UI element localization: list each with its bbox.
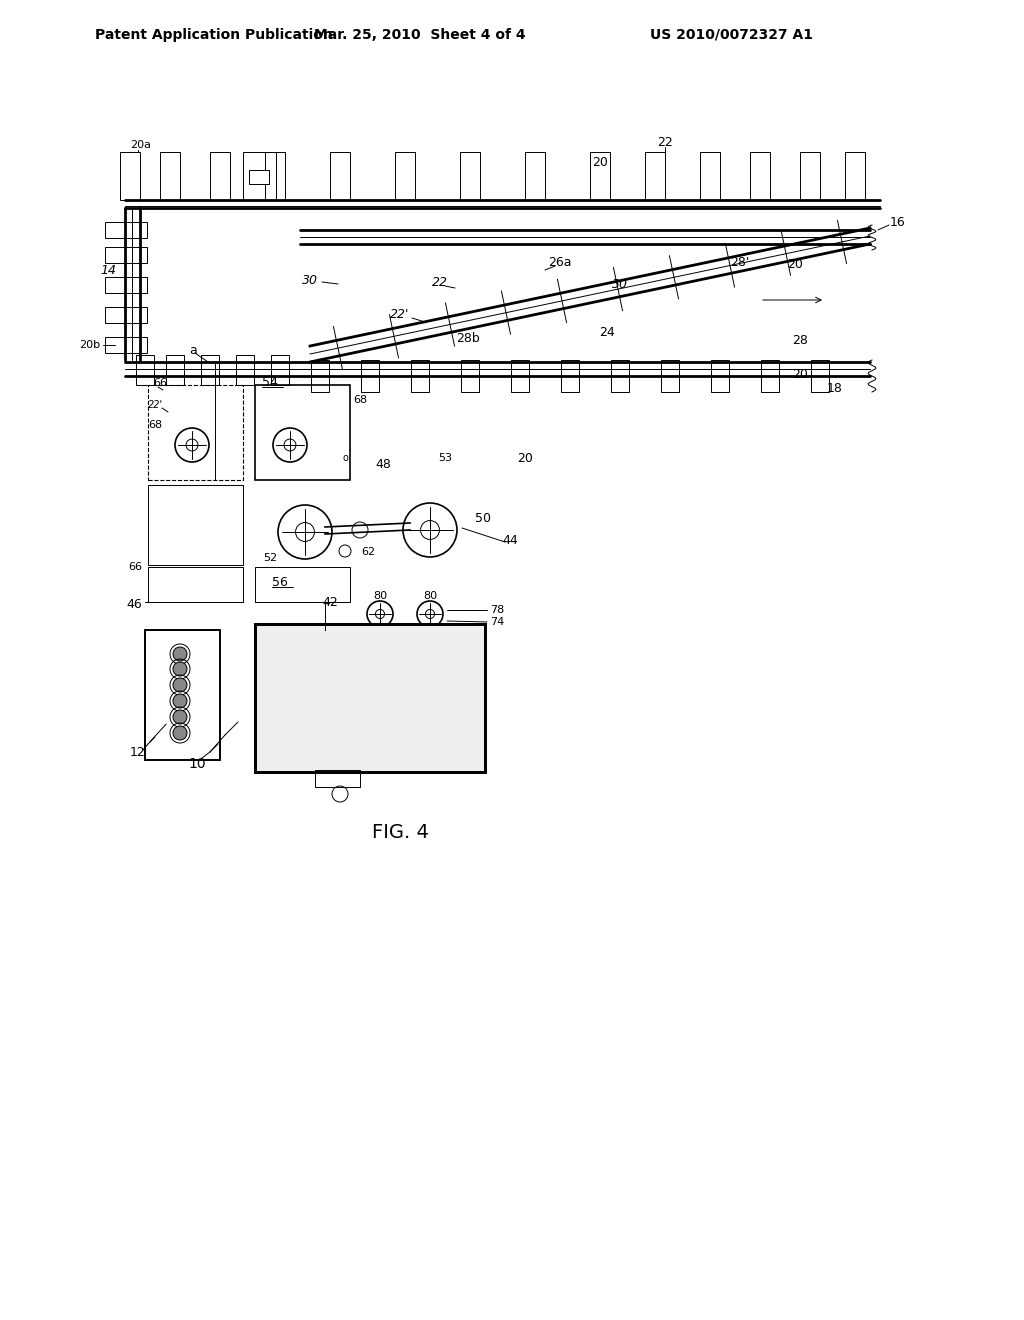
Bar [105,247,147,263]
Text: 30: 30 [612,279,628,292]
Text: 22': 22' [148,400,163,411]
Circle shape [173,710,187,723]
Bar [311,360,329,392]
Circle shape [173,678,187,692]
Bar [461,360,479,392]
Circle shape [173,663,187,676]
Bar [561,360,579,392]
Text: 22: 22 [432,276,449,289]
Text: 20: 20 [592,156,608,169]
Bar [750,152,770,201]
Text: 26a: 26a [548,256,571,268]
Text: 20: 20 [792,368,808,381]
Bar [160,152,180,201]
Text: 20b: 20b [79,341,100,350]
Text: 80: 80 [423,591,437,601]
Bar [145,630,220,760]
Bar [105,337,147,352]
Bar [645,152,665,201]
Text: 48: 48 [375,458,391,471]
Text: 54: 54 [262,376,278,389]
Bar [145,630,220,760]
Bar [761,360,779,392]
Text: 68: 68 [148,420,162,430]
Text: FIG. 4: FIG. 4 [372,822,428,842]
Bar [395,152,415,201]
Bar [811,360,829,392]
Text: 28b: 28b [456,331,480,345]
Bar [105,308,147,323]
Text: 28': 28' [730,256,750,268]
Circle shape [173,647,187,661]
Bar [105,222,147,238]
Text: 68: 68 [353,395,367,405]
Bar [243,152,276,201]
Text: Patent Application Publication: Patent Application Publication [95,28,333,42]
Bar [711,360,729,392]
Bar [411,360,429,392]
Bar [800,152,820,201]
Text: 22': 22' [390,309,410,322]
Text: 50: 50 [475,511,490,524]
Bar [148,568,243,602]
Bar [590,152,610,201]
Bar [148,385,243,480]
Bar [511,360,529,392]
Bar [255,568,350,602]
Bar [460,152,480,201]
Text: 44: 44 [502,533,518,546]
Circle shape [173,726,187,741]
Bar [236,355,254,385]
Bar [330,152,350,201]
Text: 14: 14 [100,264,116,276]
Bar [249,170,269,183]
Text: 66: 66 [128,562,142,572]
Text: 18: 18 [827,381,843,395]
Bar [845,152,865,201]
Text: 42: 42 [323,595,338,609]
Text: 52: 52 [263,553,278,564]
Text: 78: 78 [490,605,504,615]
Bar [255,385,350,480]
Text: 30: 30 [302,273,318,286]
Text: 66: 66 [153,378,167,388]
Bar [120,152,140,201]
Bar [105,277,147,293]
Text: 22: 22 [657,136,673,149]
Bar [611,360,629,392]
Text: 24: 24 [599,326,614,338]
Text: 46: 46 [126,598,142,610]
Text: 12: 12 [130,746,145,759]
Bar [166,355,184,385]
Text: 10: 10 [188,756,206,771]
Text: 20: 20 [517,451,532,465]
Bar [265,152,285,201]
Bar [700,152,720,201]
Bar [210,152,230,201]
Circle shape [173,694,187,708]
Text: 28: 28 [792,334,808,346]
Text: 74: 74 [490,616,504,627]
Text: 62: 62 [360,546,375,557]
Bar [136,355,154,385]
Text: 20: 20 [787,259,803,272]
Text: 16: 16 [890,215,906,228]
Text: o: o [342,453,348,463]
Text: Mar. 25, 2010  Sheet 4 of 4: Mar. 25, 2010 Sheet 4 of 4 [314,28,525,42]
Text: 20a: 20a [130,140,151,150]
Bar [271,355,289,385]
Bar [255,624,485,772]
Bar [255,624,485,772]
Text: 56: 56 [272,577,288,590]
Bar [201,355,219,385]
Bar [525,152,545,201]
Text: 80: 80 [373,591,387,601]
Bar [148,484,243,565]
Bar [361,360,379,392]
Text: US 2010/0072327 A1: US 2010/0072327 A1 [650,28,813,42]
Text: a: a [189,343,197,356]
Bar [662,360,679,392]
Bar [315,770,360,787]
Text: 53: 53 [438,453,452,463]
